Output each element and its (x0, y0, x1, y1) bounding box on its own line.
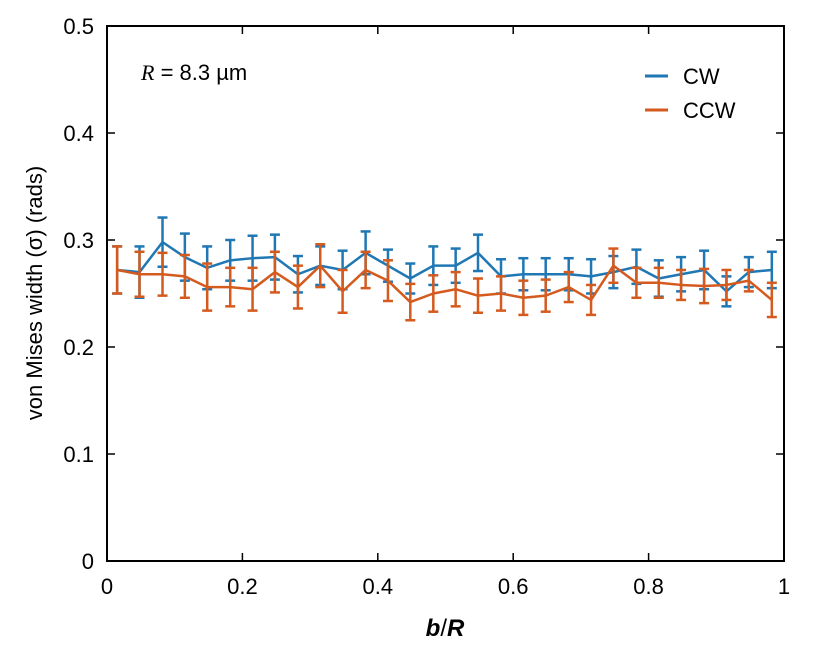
series-ccw (112, 243, 777, 322)
x-tick-label: 0 (101, 574, 113, 599)
x-axis-label-r: R (447, 615, 465, 642)
plot-area (106, 25, 785, 562)
series-line-cw (117, 240, 772, 293)
x-tick-label: 1 (778, 574, 790, 599)
annotation-value: = 8.3 µm (154, 60, 247, 85)
x-axis-label-slash: / (440, 615, 447, 642)
y-tick-label: 0.2 (63, 335, 94, 360)
y-tick-label: 0.1 (63, 442, 94, 467)
x-tick-label: 0.6 (498, 574, 529, 599)
x-tick-label: 0.2 (227, 574, 258, 599)
annotation-variable: R (140, 60, 155, 85)
y-tick-label: 0.3 (63, 228, 94, 253)
y-axis-label: von Mises width (σ) (rads) (22, 166, 47, 420)
legend: CW CCW (645, 64, 736, 123)
x-axis-label: b/R (426, 615, 465, 642)
x-tick-label: 0.8 (633, 574, 664, 599)
series-cw (112, 216, 777, 308)
legend-label-cw: CW (683, 64, 720, 89)
annotation: R = 8.3 µm (140, 60, 247, 85)
series-layer (112, 216, 777, 322)
x-tick-label: 0.4 (363, 574, 394, 599)
y-tick-label: 0.4 (63, 121, 94, 146)
x-axis-label-b: b (426, 615, 441, 642)
y-tick-label: 0 (82, 549, 94, 574)
y-tick-label: 0.5 (63, 14, 94, 39)
tick-labels: 0 0.2 0.4 0.6 0.8 1 0 0.1 0.2 0.3 0.4 0.5 (63, 14, 790, 599)
legend-label-ccw: CCW (683, 98, 736, 123)
series-line-ccw (116, 264, 773, 304)
